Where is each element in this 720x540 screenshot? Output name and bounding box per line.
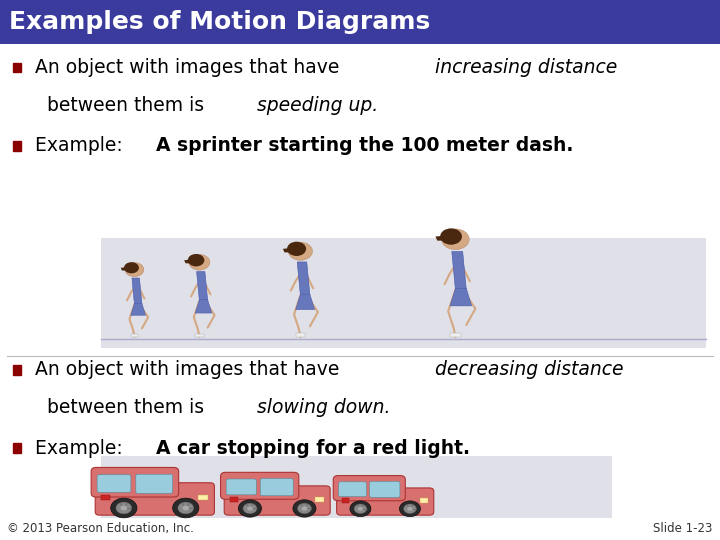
Polygon shape <box>184 259 196 264</box>
Circle shape <box>243 503 257 514</box>
Polygon shape <box>296 294 315 309</box>
Circle shape <box>116 502 132 514</box>
FancyBboxPatch shape <box>260 478 293 496</box>
FancyBboxPatch shape <box>337 488 433 515</box>
Circle shape <box>297 503 311 514</box>
Text: © 2013 Pearson Education, Inc.: © 2013 Pearson Education, Inc. <box>7 522 194 535</box>
Bar <box>13 63 22 72</box>
Text: An object with images that have: An object with images that have <box>35 360 345 380</box>
Bar <box>13 443 22 453</box>
Text: speeding up.: speeding up. <box>257 96 379 115</box>
Polygon shape <box>296 334 305 337</box>
Circle shape <box>350 501 371 517</box>
FancyBboxPatch shape <box>101 238 706 348</box>
Polygon shape <box>132 278 142 304</box>
Polygon shape <box>450 288 472 306</box>
Polygon shape <box>195 334 204 337</box>
Polygon shape <box>450 333 461 338</box>
FancyBboxPatch shape <box>91 468 179 497</box>
Text: Example:: Example: <box>35 136 128 156</box>
Circle shape <box>188 254 204 266</box>
Polygon shape <box>230 497 238 502</box>
Polygon shape <box>297 262 310 295</box>
Polygon shape <box>131 334 138 337</box>
Text: between them is: between them is <box>47 398 210 417</box>
FancyBboxPatch shape <box>333 476 405 501</box>
Circle shape <box>111 498 137 518</box>
Circle shape <box>124 262 139 273</box>
Polygon shape <box>131 303 145 315</box>
Text: increasing distance: increasing distance <box>435 58 617 77</box>
Circle shape <box>441 229 469 249</box>
Circle shape <box>293 500 316 517</box>
FancyBboxPatch shape <box>224 486 330 515</box>
Circle shape <box>178 502 194 514</box>
Polygon shape <box>121 267 132 271</box>
Circle shape <box>358 507 363 511</box>
Circle shape <box>400 501 420 517</box>
Text: Slide 1-23: Slide 1-23 <box>654 522 713 535</box>
Text: slowing down.: slowing down. <box>257 398 391 417</box>
FancyBboxPatch shape <box>95 483 215 515</box>
Bar <box>13 365 22 375</box>
Circle shape <box>120 505 127 510</box>
Text: Examples of Motion Diagrams: Examples of Motion Diagrams <box>9 10 430 34</box>
Polygon shape <box>420 498 428 503</box>
Circle shape <box>247 507 253 511</box>
FancyBboxPatch shape <box>97 475 131 492</box>
Circle shape <box>182 505 189 510</box>
FancyBboxPatch shape <box>101 456 612 518</box>
FancyBboxPatch shape <box>220 472 299 500</box>
Polygon shape <box>102 495 110 500</box>
Circle shape <box>287 242 306 256</box>
Circle shape <box>238 500 261 517</box>
Polygon shape <box>342 498 349 503</box>
Bar <box>13 141 22 151</box>
Circle shape <box>408 507 413 511</box>
Text: An object with images that have: An object with images that have <box>35 58 345 77</box>
Circle shape <box>440 228 462 245</box>
FancyBboxPatch shape <box>338 482 366 497</box>
Text: A sprinter starting the 100 meter dash.: A sprinter starting the 100 meter dash. <box>156 136 573 156</box>
FancyBboxPatch shape <box>226 479 256 495</box>
Circle shape <box>189 254 210 270</box>
Text: between them is: between them is <box>47 96 210 115</box>
Circle shape <box>302 507 307 511</box>
FancyBboxPatch shape <box>0 0 720 44</box>
Circle shape <box>354 504 366 514</box>
Circle shape <box>173 498 199 518</box>
Polygon shape <box>451 252 467 289</box>
Polygon shape <box>315 497 324 502</box>
Text: Example:: Example: <box>35 438 128 458</box>
Polygon shape <box>198 495 208 500</box>
Circle shape <box>288 242 312 260</box>
Text: A car stopping for a red light.: A car stopping for a red light. <box>156 438 469 458</box>
Circle shape <box>125 262 144 276</box>
Polygon shape <box>283 248 297 252</box>
Polygon shape <box>197 272 207 301</box>
Polygon shape <box>436 235 451 241</box>
Circle shape <box>404 504 416 514</box>
FancyBboxPatch shape <box>369 482 400 497</box>
Polygon shape <box>195 300 212 313</box>
FancyBboxPatch shape <box>136 474 173 494</box>
Text: decreasing distance: decreasing distance <box>435 360 624 380</box>
